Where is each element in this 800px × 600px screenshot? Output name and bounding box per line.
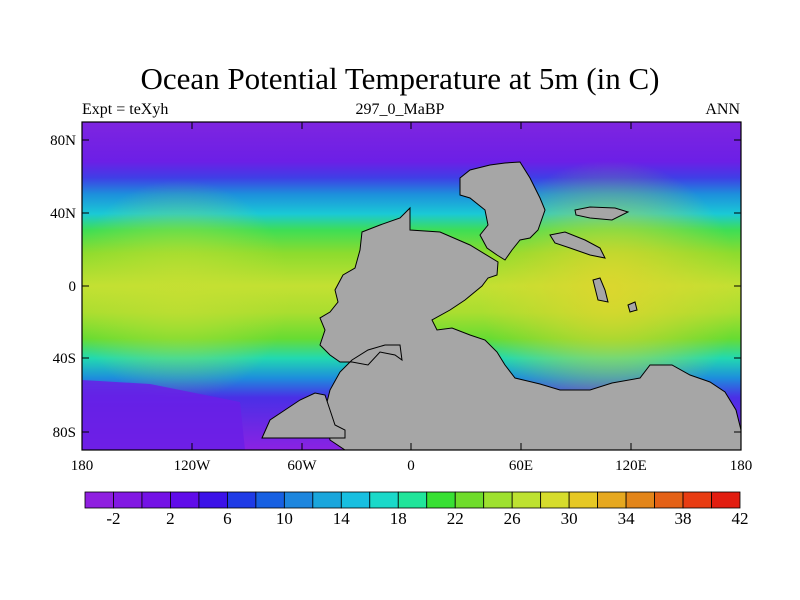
- x-tick-label: 180: [730, 458, 753, 474]
- colorbar-label: 42: [732, 509, 749, 528]
- southern-cold-tongue: [82, 380, 245, 450]
- island-east-2: [549, 231, 606, 259]
- colorbar-label: 22: [447, 509, 464, 528]
- land-masses: [261, 161, 741, 450]
- x-tick-label: 180: [71, 458, 94, 474]
- y-axis-ticks: [82, 139, 741, 433]
- colorbar-label: 2: [166, 509, 175, 528]
- y-axis-labels: 80N 40N 0 40S 80S: [50, 133, 76, 441]
- colorbar-label: 34: [618, 509, 636, 528]
- colorbar-box: [454, 491, 485, 509]
- colorbar-box: [198, 491, 228, 509]
- island-east-4: [627, 301, 638, 313]
- colorbar-box: [682, 491, 712, 509]
- colorbar-box: [255, 491, 285, 509]
- colorbar-label: 38: [675, 509, 692, 528]
- colorbar-label: 14: [333, 509, 351, 528]
- colorbar-box: [84, 491, 114, 509]
- colorbar-box: [511, 491, 542, 509]
- y-tick-label: 40S: [53, 351, 76, 367]
- y-tick-label: 80N: [50, 133, 76, 149]
- colorbar-box: [654, 491, 684, 509]
- y-tick-label: 0: [69, 279, 77, 295]
- colorbar-box: [170, 491, 200, 509]
- colorbar-box: [340, 491, 371, 509]
- land-laurasia-north: [459, 161, 546, 261]
- colorbar-label: -2: [106, 509, 120, 528]
- y-tick-label: 80S: [53, 425, 76, 441]
- season-label: ANN: [705, 101, 740, 118]
- colorbar-box: [426, 491, 456, 509]
- colorbar-label: 26: [504, 509, 521, 528]
- map-title: Ocean Potential Temperature at 5m (in C): [140, 61, 660, 96]
- x-tick-label: 120W: [174, 458, 212, 474]
- colorbar-box: [113, 491, 143, 509]
- colorbar-box: [540, 491, 570, 509]
- colorbar-box: [568, 491, 599, 509]
- colorbar-label: 6: [223, 509, 232, 528]
- colorbar-label: 10: [276, 509, 293, 528]
- time-label: 297_0_MaBP: [355, 101, 445, 118]
- colorbar: [84, 491, 741, 509]
- colorbar-label: 30: [561, 509, 578, 528]
- colorbar-box: [312, 491, 342, 509]
- colorbar-box: [397, 491, 428, 509]
- colorbar-box: [226, 491, 257, 509]
- colorbar-box: [625, 491, 655, 509]
- island-east-1: [574, 206, 630, 221]
- x-axis-ticks: [81, 122, 742, 450]
- x-tick-label: 60E: [509, 458, 533, 474]
- x-tick-label: 60W: [287, 458, 317, 474]
- x-tick-label: 0: [407, 458, 415, 474]
- colorbar-box: [597, 491, 627, 509]
- island-east-3: [592, 277, 609, 303]
- land-pangaea-main: [319, 206, 741, 450]
- colorbar-box: [711, 491, 741, 509]
- colorbar-label: 18: [390, 509, 407, 528]
- x-tick-label: 120E: [615, 458, 647, 474]
- colorbar-box: [483, 491, 513, 509]
- colorbar-box: [369, 491, 399, 509]
- x-axis-labels: 180 120W 60W 0 60E 120E 180: [71, 458, 753, 474]
- colorbar-box: [141, 491, 171, 509]
- colorbar-labels: -2 2 6 10 14 18 22 26 30 34 38 42: [106, 509, 748, 528]
- experiment-label: Expt = teXyh: [82, 101, 169, 118]
- colorbar-box: [283, 491, 314, 509]
- land-southern-west: [261, 392, 346, 439]
- y-tick-label: 40N: [50, 206, 76, 222]
